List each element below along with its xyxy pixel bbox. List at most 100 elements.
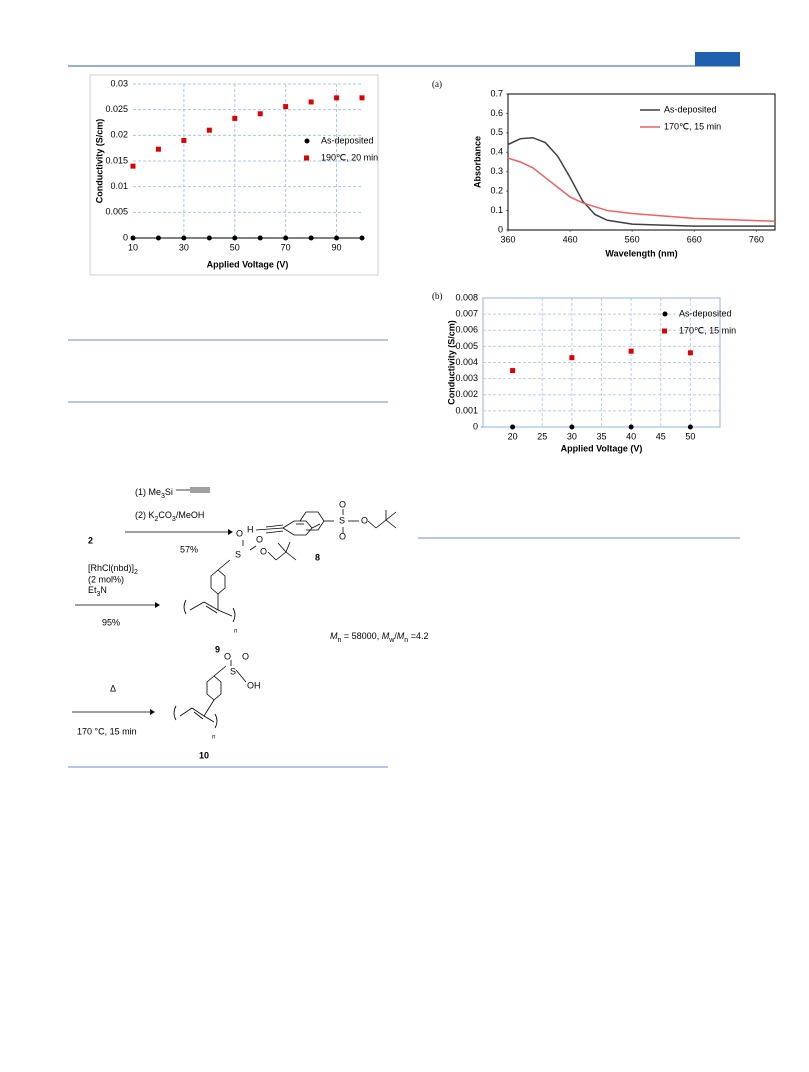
atom: OH	[247, 680, 261, 690]
y-tick-label: 0	[498, 224, 503, 234]
point	[232, 115, 238, 121]
arrow-head	[150, 709, 155, 715]
scheme: 2 (1) Me3Si (2) K2CO3/MeOH 57% H S O O O…	[72, 487, 428, 760]
x-tick-label: 50	[230, 242, 240, 252]
atom: O	[256, 534, 263, 544]
atom: S	[339, 515, 345, 525]
y-tick-label: 0.3	[490, 166, 503, 176]
legend-label: As-deposited	[321, 135, 374, 145]
y-tick-label: 0.4	[490, 147, 503, 157]
point	[308, 99, 314, 105]
plot-frame	[482, 297, 721, 428]
y-tick-label: 0.01	[110, 181, 128, 191]
atom: O	[260, 546, 267, 556]
atom: O	[339, 499, 346, 509]
x-tick-label: 50	[685, 431, 695, 441]
legend-swatch	[304, 155, 309, 161]
y-tick-label: 0.025	[105, 104, 128, 114]
header-tab	[695, 52, 740, 66]
legend-label: 170℃, 15 min	[679, 325, 736, 335]
reagent: 170 °C, 15 min	[77, 726, 137, 736]
legend-label: 190℃, 20 min	[321, 152, 378, 162]
x-tick-label: 35	[596, 431, 606, 441]
point	[206, 127, 212, 133]
legend-label: As-deposited	[664, 104, 717, 114]
point	[232, 235, 238, 241]
y-tick-label: 0.2	[490, 186, 503, 196]
compound-label: 9	[215, 644, 220, 654]
panel-label: (a)	[432, 79, 442, 89]
point	[283, 235, 289, 241]
point	[130, 235, 136, 241]
chart: (b) 0 0.001 0.002 0.003 0.004 0.005 0.006 0.007 0…	[432, 291, 736, 453]
repeat-unit: n	[212, 735, 216, 741]
x-tick-label: 760	[749, 234, 764, 244]
y-axis-label: Absorbance	[472, 136, 482, 188]
reagent: (2 mol%)	[88, 574, 124, 584]
x-tick-label: 660	[687, 234, 702, 244]
y-tick-label: 0.015	[105, 155, 128, 165]
point	[628, 348, 634, 354]
y-tick-label: 0	[473, 421, 478, 431]
chart: (a) 0 0.1 0.2 0.3 0.4 0.5 0.6 0.7 360 460 560 660 760…	[432, 79, 776, 258]
x-tick-label: 360	[500, 234, 515, 244]
legend-label: 170℃, 15 min	[664, 121, 721, 131]
x-tick-label: 90	[332, 242, 342, 252]
x-axis-label: Applied Voltage (V)	[207, 259, 289, 269]
figure-frame	[89, 74, 379, 276]
x-tick-label: 460	[563, 234, 578, 244]
point	[359, 95, 365, 101]
y-tick-label: 0.001	[455, 405, 478, 415]
point	[155, 235, 161, 241]
y-tick-label: 0.008	[455, 292, 478, 302]
y-tick-label: 0.1	[490, 205, 503, 215]
compound-label: 10	[199, 750, 209, 760]
reagent: (2) K2CO3/MeOH	[135, 510, 204, 522]
structure-10	[173, 660, 247, 729]
x-tick-label: 30	[179, 242, 189, 252]
point	[206, 235, 212, 241]
line	[507, 136, 775, 227]
yield: 95%	[102, 617, 120, 627]
x-axis-label: Applied Voltage (V)	[561, 443, 643, 453]
y-tick-label: 0.6	[490, 108, 503, 118]
point	[155, 146, 161, 152]
point	[687, 424, 693, 430]
y-tick-label: 0.7	[490, 88, 503, 98]
reagent: [RhCl(nbd)]2	[88, 563, 138, 575]
point	[628, 424, 634, 430]
atom: O	[236, 528, 243, 538]
point	[257, 235, 263, 241]
polymer-data: Mn = 58000, Mw/Mn =4.2	[330, 631, 428, 643]
triple-bond	[176, 487, 210, 493]
atom: O	[361, 515, 368, 525]
structure-8	[255, 509, 397, 536]
atom: O	[242, 651, 249, 661]
structure-9	[183, 540, 297, 623]
x-tick-label: 70	[281, 242, 291, 252]
plot-frame	[507, 93, 776, 231]
arrow-head	[228, 529, 233, 535]
point	[257, 111, 263, 117]
y-tick-label: 0.002	[455, 389, 478, 399]
atom: H	[247, 524, 254, 534]
point	[181, 137, 187, 143]
y-tick-label: 0.007	[455, 309, 478, 319]
atom: S	[230, 666, 236, 676]
point	[334, 235, 340, 241]
point	[334, 95, 340, 101]
point	[510, 424, 516, 430]
x-tick-label: 40	[626, 431, 636, 441]
reagent: (1) Me3Si	[135, 487, 173, 499]
repeat-unit: n	[234, 629, 238, 635]
legend-swatch	[662, 311, 668, 317]
y-tick-label: 0.02	[110, 130, 128, 140]
y-tick-label: 0.03	[110, 78, 128, 88]
reagent: Et3N	[88, 585, 107, 597]
compound-label: 2	[88, 535, 93, 545]
x-tick-label: 30	[567, 431, 577, 441]
point	[569, 424, 575, 430]
y-tick-label: 0.5	[490, 127, 503, 137]
